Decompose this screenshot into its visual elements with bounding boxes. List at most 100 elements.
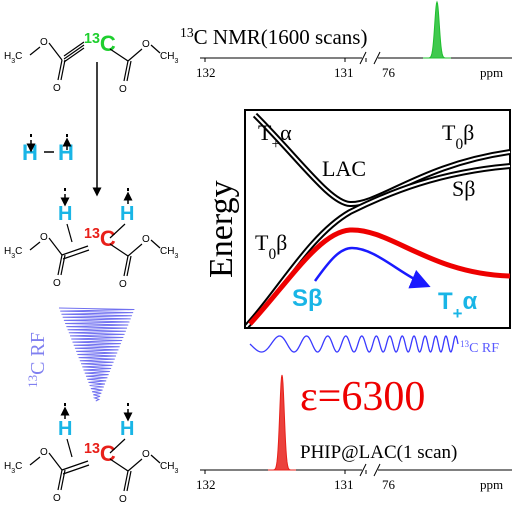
bond [62,464,90,475]
labeled-carbon: 13C [84,31,116,56]
label-part: 13 [84,441,100,457]
axis-label: 131 [334,477,354,492]
transfer-arrow [313,246,431,289]
level-label: T+α [258,120,292,153]
level-label: Sβ [292,285,323,312]
bond [123,470,129,492]
rf-label: 13C RF [460,339,499,356]
label-part: 3 [11,58,15,65]
bond [66,438,73,458]
axis-label: 76 [382,477,396,492]
atom: O [53,278,61,289]
level-label: T0β [255,230,287,263]
enhancement: ε=6300 [300,374,425,420]
bond [63,41,85,57]
energy-frame [244,109,511,329]
axis-break [359,51,367,65]
label-part: C [100,441,116,466]
bond [150,454,161,464]
axis-label: 131 [334,65,354,80]
label-part: + [453,304,463,323]
bond [61,460,89,471]
bond [48,452,63,471]
atom: O [119,279,127,290]
bond [63,47,85,63]
label-part: T [442,120,456,145]
axis-label: ppm [480,477,503,492]
level-label: T0β [442,120,474,153]
bond [109,438,126,454]
bond [48,42,63,61]
bond [57,254,63,276]
bond [60,59,66,81]
label-part: H [4,51,11,62]
atom: O [142,234,150,245]
bond [62,249,90,260]
label-part: C [15,51,22,62]
bond [127,243,143,257]
bond [126,60,132,82]
labeled-carbon: 13C [84,226,116,251]
axis-label: ppm [480,65,503,80]
label-part: 3 [174,253,178,260]
label-part: α [462,288,477,315]
label-part: C [100,226,116,251]
bond [109,458,129,472]
bond [63,44,85,60]
axis-break [373,463,381,477]
atom: O [119,84,127,95]
labeled-carbon: 13C [84,441,116,466]
atom: O [119,494,127,505]
label-part: H [4,246,11,257]
axis-break [373,51,381,65]
label-part: 13 [460,339,470,349]
level-label: LAC [322,156,366,181]
level-upper-inner [254,114,511,206]
label-part: C NMR(1600 scans) [194,25,368,49]
label-part: α [280,120,292,145]
label-part: 0 [268,246,276,263]
population-curve [248,227,511,326]
bond [126,255,132,277]
hydrogen: H [120,418,134,440]
spectrum-title: PHIP@LAC(1 scan) [300,442,457,463]
label-part: 3 [11,468,15,475]
atom: CH3 [160,461,178,475]
bond [127,458,143,472]
green-peak [423,0,451,59]
atom: O [53,83,61,94]
bond [127,48,143,62]
label-part: CH [160,51,174,62]
axis-break [359,463,367,477]
label-part: C RF [469,341,499,356]
label-part: T [258,120,272,145]
label-part: 3 [174,58,178,65]
bond [61,245,89,256]
atom: O [53,493,61,504]
label-part: C RF [27,332,49,375]
bond [109,243,129,257]
bond [48,237,63,256]
bond [29,241,41,251]
atom: O [40,232,48,243]
hydrogen: H [58,203,72,225]
label-part: H [4,461,11,472]
hydrogen: H [58,140,74,165]
label-part: 13 [180,25,194,40]
label-part: 13 [84,31,100,47]
label-part: β [276,230,287,255]
label-part: + [271,136,280,153]
bond [109,223,126,239]
label-part: T [438,288,453,315]
spectrum-title: 13C NMR(1600 scans) [180,25,367,50]
atom: H3C [4,246,22,260]
label-part: 3 [11,253,15,260]
atom: H3C [4,461,22,475]
axis-label: 76 [382,65,396,80]
rf-pulse [58,307,135,402]
atom: O [142,449,150,460]
label-part: 3 [174,468,178,475]
bond [126,470,132,492]
axis-label: 132 [196,477,216,492]
label-part: 0 [455,136,463,153]
